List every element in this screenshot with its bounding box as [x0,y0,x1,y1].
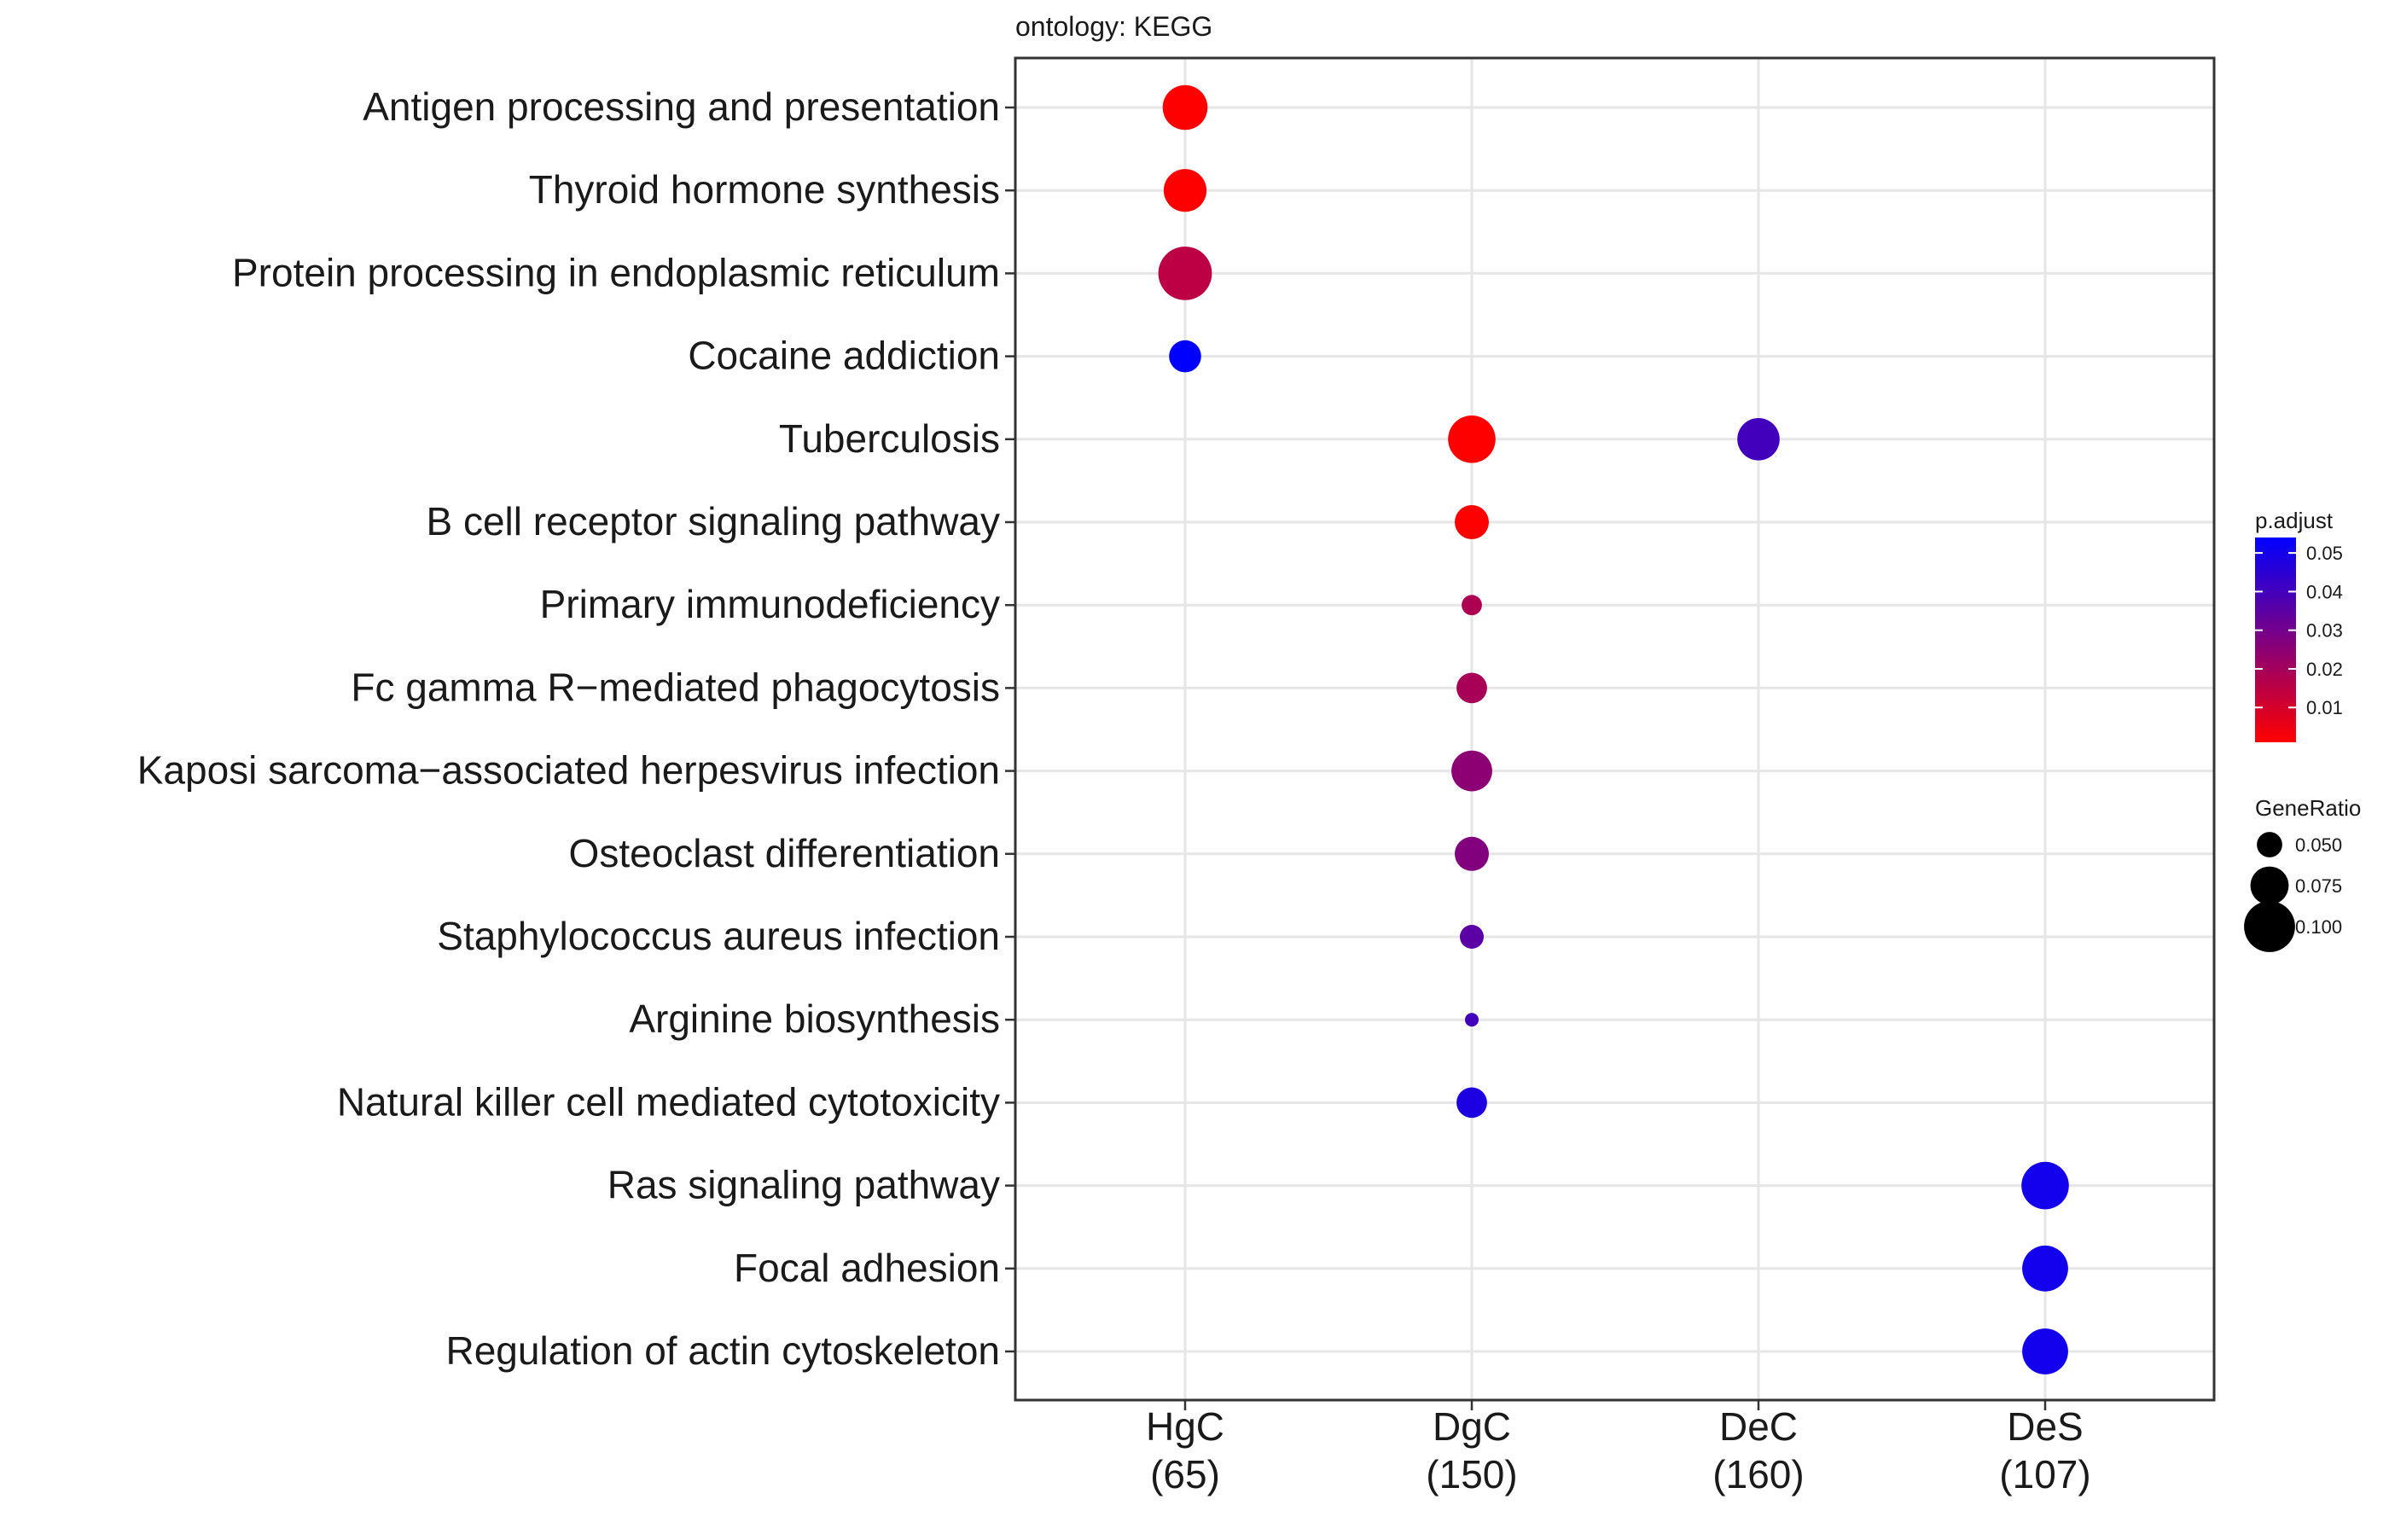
y-tick-label: Focal adhesion [734,1246,1000,1290]
y-tick-label: Cocaine addiction [688,334,1000,378]
data-point [1448,416,1496,463]
grid-layer [1015,58,2214,1400]
x-tick-count-label: (107) [1999,1452,2090,1496]
data-point [1737,418,1780,461]
plot-frame [1014,56,2216,1402]
data-point [1158,247,1212,300]
data-point [2022,1245,2068,1292]
color-legend-tick-label: 0.05 [2306,543,2343,564]
y-tick-label: Fc gamma R−mediated phagocytosis [351,665,1000,709]
size-legend-label: 0.100 [2295,916,2342,938]
y-tick-label: Natural killer cell mediated cytotoxicit… [337,1079,1000,1124]
size-legend-label: 0.050 [2295,834,2342,856]
color-legend-ticks: 0.05 0.04 0.03 0.02 0.01 [2255,543,2343,718]
size-legend-dot [2257,832,2282,857]
y-tick-label: B cell receptor signaling pathway [427,499,1000,543]
color-legend-tick-label: 0.02 [2306,659,2343,680]
data-point [1460,925,1484,949]
x-tick-count-label: (65) [1150,1452,1220,1496]
size-legend-label: 0.075 [2295,875,2342,897]
size-legend-dot [2244,901,2295,952]
y-tick-label: Osteoclast differentiation [569,831,1000,875]
y-tick-label: Tuberculosis [779,416,1000,461]
color-legend-tick-label: 0.01 [2306,697,2343,718]
data-point [1456,1087,1487,1119]
data-point [1455,836,1489,871]
size-legend: GeneRatio 0.050 0.075 0.100 [2244,795,2361,952]
y-tick-label: Antigen processing and presentation [363,84,1000,129]
color-legend-tick-label: 0.03 [2306,620,2343,642]
y-tick-label: Thyroid hormone synthesis [529,167,1000,212]
data-point [1465,1013,1479,1027]
color-legend-tick-label: 0.04 [2306,581,2343,602]
data-point [1162,84,1208,131]
size-legend-title: GeneRatio [2255,795,2361,821]
data-point [1451,750,1492,792]
data-point [2022,1328,2068,1374]
data-point [1462,595,1482,616]
x-tick-count-label: (150) [1426,1452,1517,1496]
facet-title: ontology: KEGG [1015,11,1212,42]
x-tick-label: DgC [1433,1404,1511,1449]
color-legend-bar [2255,538,2296,742]
y-tick-label: Protein processing in endoplasmic reticu… [232,250,1000,294]
y-tick-label: Primary immunodeficiency [540,582,1000,626]
y-tick-label: Arginine biosynthesis [629,997,1000,1041]
data-point [2021,1161,2069,1210]
size-legend-dot [2250,866,2289,905]
axis-layer: Antigen processing and presentation Thyro… [137,84,2091,1496]
y-tick-label: Staphylococcus aureus infection [437,914,1000,958]
color-legend-title: p.adjust [2255,508,2334,533]
y-tick-label: Kaposi sarcoma−associated herpesvirus in… [137,748,1000,793]
data-point [1169,340,1201,373]
data-point [1163,169,1207,212]
data-point [1455,505,1489,539]
x-tick-label: HgC [1146,1404,1224,1449]
y-tick-label: Ras signaling pathway [607,1163,1000,1207]
size-legend-entries: 0.050 0.075 0.100 [2244,832,2342,952]
points-layer [1158,84,2069,1374]
x-tick-label: DeS [2007,1404,2083,1449]
data-point [1456,672,1487,704]
color-legend: p.adjust 0.05 0.04 0.03 0.02 0.01 [2255,508,2343,742]
x-tick-count-label: (160) [1712,1452,1804,1496]
x-tick-label: DeC [1719,1404,1798,1449]
y-tick-label: Regulation of actin cytoskeleton [445,1328,1000,1373]
